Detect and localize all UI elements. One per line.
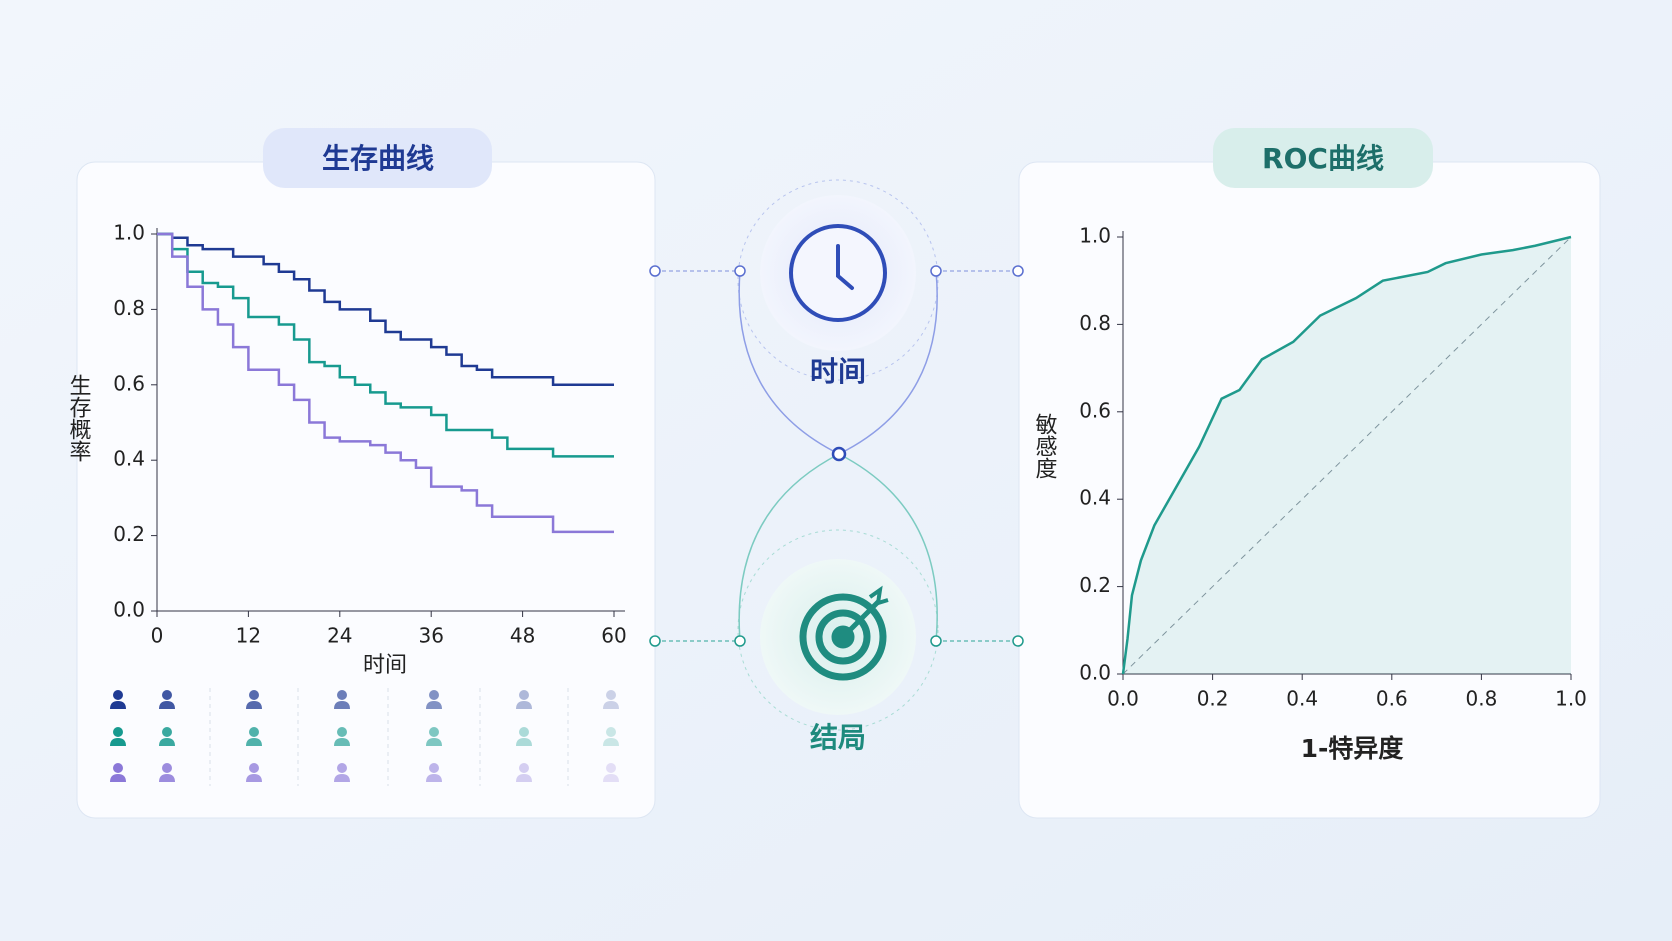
person-icon — [110, 738, 126, 746]
person-icon — [110, 701, 126, 709]
person-icon — [429, 727, 439, 737]
y-tick-label: 0.8 — [113, 296, 145, 320]
person-icon — [426, 774, 442, 782]
chart-title: 生存曲线 — [322, 142, 434, 175]
person-icon — [334, 701, 350, 709]
y-tick-label: 0.8 — [1079, 311, 1111, 335]
y-tick-label: 0.0 — [113, 598, 145, 622]
person-icon — [426, 738, 442, 746]
y-tick-label: 0.4 — [113, 447, 145, 471]
line — [157, 232, 614, 387]
y-axis-label: 敏感度 — [1032, 413, 1058, 479]
x-tick-label: 0.4 — [1286, 687, 1318, 711]
title-pill — [263, 128, 492, 188]
person-icon — [337, 690, 347, 700]
orbit — [737, 529, 939, 731]
person-icon — [426, 701, 442, 709]
x-tick-label: 12 — [236, 624, 261, 648]
target-icon — [799, 585, 889, 681]
y-tick-label: 0.0 — [1079, 661, 1111, 685]
node — [649, 635, 661, 647]
line — [1121, 235, 1572, 675]
person-icon — [516, 774, 532, 782]
person-icon — [113, 690, 123, 700]
y-tick-label: 0.6 — [1079, 398, 1111, 422]
y-tick-label: 0.2 — [113, 522, 145, 546]
node — [930, 265, 942, 277]
y-tick-label: 1.0 — [113, 221, 145, 245]
person-icon — [519, 690, 529, 700]
x-tick-label: 0.6 — [1376, 687, 1408, 711]
clock-hands — [836, 244, 854, 290]
person-icon — [246, 774, 262, 782]
node — [734, 265, 746, 277]
person-icon — [603, 738, 619, 746]
node — [831, 446, 847, 462]
title-pill — [1213, 128, 1433, 188]
y-tick-label: 0.4 — [1079, 486, 1111, 510]
person-icon — [249, 690, 259, 700]
person-icon — [159, 738, 175, 746]
person-icon — [337, 763, 347, 773]
person-icon — [334, 774, 350, 782]
survival-panel — [76, 161, 656, 819]
node — [1012, 265, 1024, 277]
x-tick-label: 1.0 — [1555, 687, 1587, 711]
x-tick-label: 0.0 — [1107, 687, 1139, 711]
person-icon — [110, 774, 126, 782]
x-tick-label: 36 — [418, 624, 443, 648]
x-tick-label: 0.2 — [1197, 687, 1229, 711]
person-icon — [249, 727, 259, 737]
person-icon — [249, 763, 259, 773]
person-icon — [603, 701, 619, 709]
x-axis-label: 1-特异度 — [1301, 734, 1404, 763]
person-icon — [606, 727, 616, 737]
center-label: 结局 — [810, 721, 866, 754]
node — [734, 635, 746, 647]
node — [930, 635, 942, 647]
x-tick-label: 60 — [601, 624, 626, 648]
center-label: 时间 — [810, 355, 866, 388]
line — [157, 232, 614, 534]
person-icon — [519, 763, 529, 773]
person-icon — [113, 763, 123, 773]
x-axis-label: 时间 — [363, 653, 407, 678]
person-icon — [516, 701, 532, 709]
line — [157, 232, 614, 458]
x-tick-label: 0 — [151, 624, 164, 648]
x-tick-label: 48 — [510, 624, 535, 648]
person-icon — [246, 738, 262, 746]
person-icon — [429, 690, 439, 700]
chart-title: ROC曲线 — [1262, 142, 1384, 175]
person-icon — [162, 727, 172, 737]
node — [649, 265, 661, 277]
reference-line — [1122, 236, 1572, 675]
person-icon — [159, 701, 175, 709]
y-tick-label: 0.2 — [1079, 573, 1111, 597]
y-tick-label: 0.6 — [113, 371, 145, 395]
person-icon — [606, 763, 616, 773]
x-tick-label: 24 — [327, 624, 352, 648]
person-icon — [603, 774, 619, 782]
person-icon — [519, 727, 529, 737]
person-icon — [162, 690, 172, 700]
center-diagram — [649, 179, 1024, 731]
orbit — [737, 179, 939, 381]
person-icon — [246, 701, 262, 709]
person-icon — [429, 763, 439, 773]
y-tick-label: 1.0 — [1079, 224, 1111, 248]
person-icon — [334, 738, 350, 746]
person-icon — [159, 774, 175, 782]
y-axis-label: 生存概率 — [66, 374, 92, 462]
node — [1012, 635, 1024, 647]
person-icon — [113, 727, 123, 737]
person-icon — [162, 763, 172, 773]
person-icon — [516, 738, 532, 746]
area — [1123, 237, 1571, 674]
person-icon — [606, 690, 616, 700]
person-icon — [337, 727, 347, 737]
x-tick-label: 0.8 — [1465, 687, 1497, 711]
